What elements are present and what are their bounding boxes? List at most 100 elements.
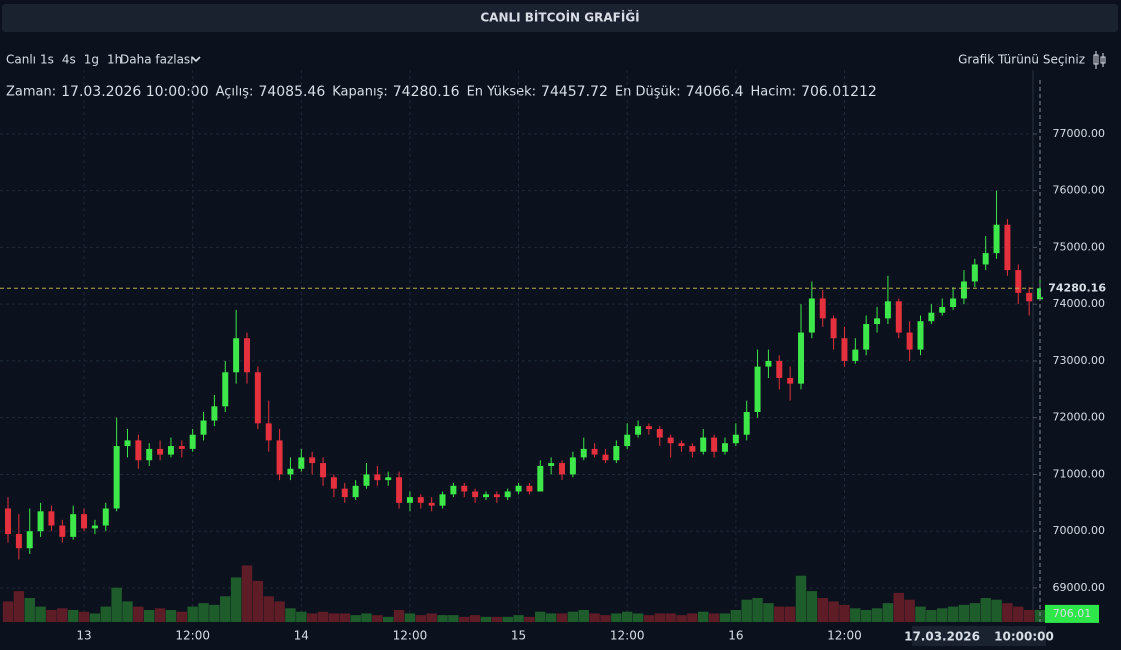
volume-bar [654, 613, 666, 622]
volume-bar [382, 616, 394, 622]
candle-body [124, 440, 131, 447]
candle-body [874, 318, 881, 325]
x-tick-label: 12:00 [827, 629, 862, 643]
candle-body [830, 318, 837, 339]
candle-body [569, 457, 576, 475]
volume-bar [1002, 603, 1013, 622]
price-tag-label: 74280.16 [1048, 281, 1106, 294]
candle-body [732, 434, 739, 444]
candle-body [15, 534, 22, 549]
candle-body [233, 338, 240, 373]
plot: 69000.00 70000.00 71000.00 72000.00 73000.00… [0, 70, 1121, 646]
chart-type-button[interactable]: Grafik Türünü Seçiniz [958, 53, 1085, 67]
candle-body [320, 463, 327, 478]
candle-body [189, 434, 196, 449]
volume-bar [763, 603, 774, 622]
candle-body [776, 360, 783, 378]
candle-body [624, 434, 631, 447]
volume-bar [252, 580, 264, 622]
candle-body [450, 485, 457, 495]
volume-bar [209, 604, 220, 622]
volume-bar [459, 616, 470, 622]
volume-bar [361, 613, 372, 622]
candle-body [841, 338, 848, 361]
candle-body [287, 468, 294, 475]
candle-body [135, 440, 142, 461]
info-value: 74457.72 [541, 84, 608, 100]
candle-body [656, 429, 663, 438]
candle-body [960, 281, 967, 299]
volume-bar [437, 615, 448, 622]
volume-bar [752, 598, 763, 622]
more-button[interactable]: Daha fazlası [120, 53, 194, 67]
volume-bar [621, 611, 633, 622]
candle-body [37, 511, 44, 532]
candle-body [482, 494, 489, 498]
volume-bar [545, 613, 557, 622]
volume-bar [937, 608, 948, 622]
candle-body [939, 307, 946, 313]
y-tick-label: 73000.00 [1053, 354, 1106, 367]
candle-body [81, 514, 88, 529]
candle-body [689, 446, 696, 452]
candle-body [276, 440, 283, 475]
volume-bar [991, 599, 1002, 622]
candle-body [884, 301, 891, 319]
candle-body [309, 457, 316, 464]
volume-bar [89, 613, 101, 622]
volume-bar [317, 611, 329, 622]
volume-bar [404, 613, 416, 622]
candle-body [982, 253, 989, 265]
interval-buttons: 1s 4s 1g 1h [40, 53, 122, 67]
time-tag [912, 626, 1046, 646]
candle-body [559, 463, 566, 475]
candle-body [200, 420, 207, 435]
volume-bar [665, 613, 676, 622]
candle-body [211, 406, 218, 421]
volume-bar [187, 606, 198, 622]
y-tick-label: 77000.00 [1053, 127, 1106, 140]
interval-button[interactable]: 1s [40, 53, 54, 67]
candle-body [406, 497, 413, 503]
candle-body [537, 465, 544, 492]
volume-bar [687, 613, 698, 622]
candle-body [798, 332, 804, 384]
volume-bar [339, 613, 350, 622]
candle-body [1004, 224, 1011, 271]
x-tick-label: 16 [728, 629, 743, 643]
candle-body [971, 264, 978, 282]
candle-body [352, 485, 359, 498]
candle-body [1015, 270, 1022, 293]
candle-body [341, 488, 348, 498]
candle-body [330, 477, 337, 489]
volume-bar [556, 613, 568, 622]
volume-bar [393, 610, 405, 622]
volume-bar [708, 613, 720, 622]
price-tag [1041, 279, 1116, 298]
volume-bar [426, 613, 437, 622]
candle-body [863, 324, 870, 350]
candle-body [113, 446, 120, 509]
volume-bar [774, 606, 785, 622]
info-label: Zaman: [6, 85, 56, 100]
volume-bar [296, 611, 307, 622]
volume-bar [24, 598, 35, 622]
live-button[interactable]: Canlı [6, 53, 36, 67]
y-tick-label: 74000.00 [1053, 297, 1106, 310]
volume-bar [611, 613, 622, 622]
info-value: 17.03.2026 10:00:00 [61, 84, 209, 100]
volume-bar [57, 608, 68, 622]
interval-button[interactable]: 1h [107, 53, 122, 67]
x-tick-label: 12:00 [393, 629, 428, 643]
interval-button[interactable]: 1g [84, 53, 99, 67]
candle-body [146, 448, 153, 461]
volume-bar [328, 613, 340, 622]
volume-bar [448, 615, 459, 622]
interval-button[interactable]: 4s [62, 53, 76, 67]
candle-body [504, 491, 511, 498]
volume-bar [730, 610, 742, 622]
volume-bar [947, 606, 959, 622]
volume-bar [241, 565, 253, 622]
volume-bar [220, 596, 231, 622]
candle-body [895, 301, 902, 333]
